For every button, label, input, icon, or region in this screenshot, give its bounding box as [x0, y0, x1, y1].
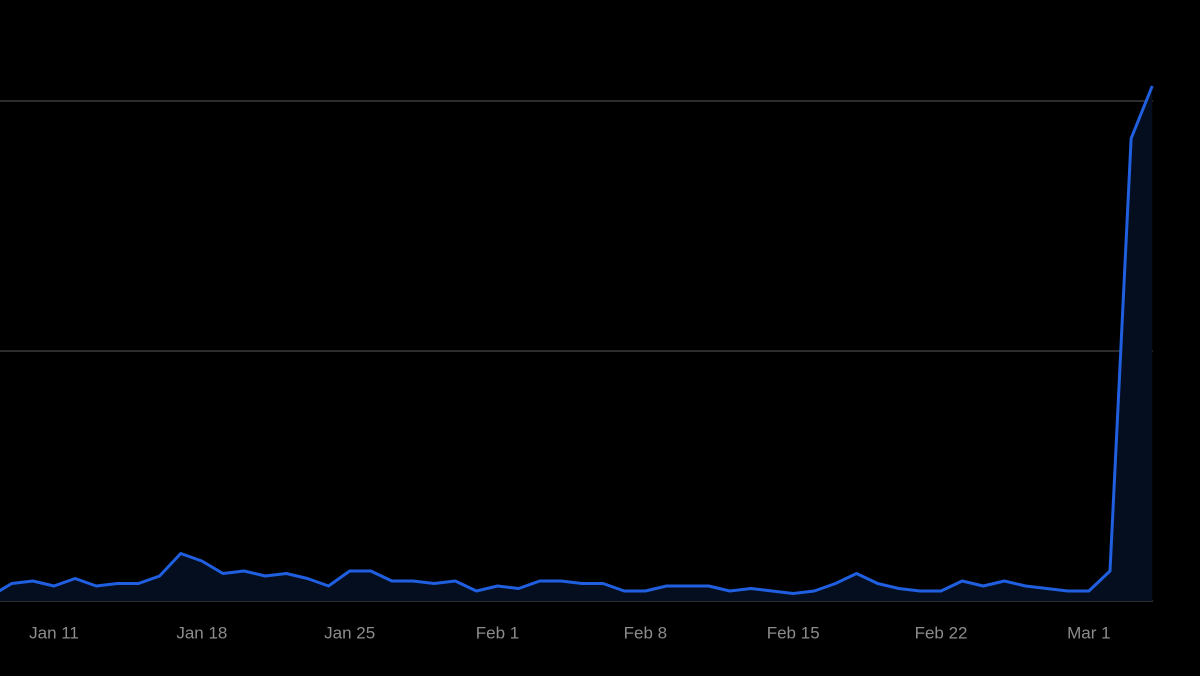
- x-tick-label: Feb 15: [767, 623, 820, 642]
- x-tick-label: Jan 18: [176, 623, 227, 642]
- x-tick-label: Feb 1: [476, 623, 519, 642]
- x-tick-label: Jan 11: [29, 623, 79, 642]
- x-tick-label: Feb 8: [624, 623, 667, 642]
- x-tick-label: Feb 22: [915, 623, 968, 642]
- x-tick-label: Mar 1: [1067, 623, 1110, 642]
- line: [0, 85, 1154, 595]
- x-tick-label: Jan 25: [324, 623, 375, 642]
